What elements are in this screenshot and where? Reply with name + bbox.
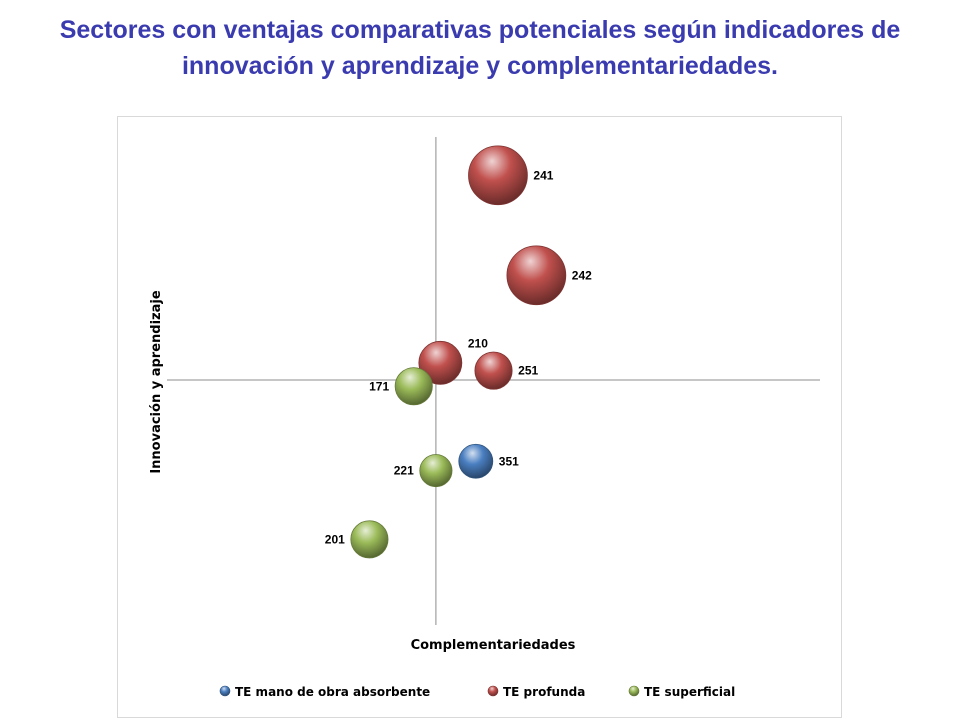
bubble-242 (506, 245, 567, 306)
legend-marker-0 (219, 685, 231, 697)
data-label-210: 210 (468, 336, 488, 350)
data-label-251: 251 (518, 364, 538, 378)
bubble-201 (350, 520, 389, 559)
bubble-241 (468, 145, 528, 206)
bubble-labels: 351 241 242 210 251 171 221 201 (325, 168, 592, 546)
bubbles (350, 145, 567, 559)
title-line-1: Sectores con ventajas comparativas poten… (59, 16, 901, 44)
data-label-171: 171 (369, 379, 389, 393)
title-line-2: innovación y aprendizaje y complementari… (181, 52, 779, 80)
legend-label-2: TE superficial (644, 685, 735, 699)
legend: TE mano de obra absorbente TE profunda TE … (219, 685, 735, 699)
legend-label-1: TE profunda (503, 685, 585, 699)
x-axis-title: Complementariedades (411, 638, 576, 653)
bubble-351 (458, 443, 494, 479)
y-axis-title: Innovación y aprendizaje (149, 290, 164, 474)
data-label-351: 351 (499, 454, 519, 468)
bubble-251 (474, 351, 513, 390)
data-label-201: 201 (325, 532, 345, 546)
data-label-241: 241 (533, 168, 553, 182)
legend-label-0: TE mano de obra absorbente (235, 685, 430, 699)
data-label-242: 242 (572, 268, 592, 282)
bubble-221 (419, 454, 453, 488)
data-label-221: 221 (394, 464, 414, 478)
chart-area (117, 116, 842, 718)
slide-title: Sectores con ventajas comparativas poten… (0, 12, 960, 84)
legend-marker-2 (628, 685, 640, 697)
bubble-171 (394, 367, 433, 406)
bubble-210 (418, 340, 463, 385)
legend-marker-1 (487, 685, 499, 697)
